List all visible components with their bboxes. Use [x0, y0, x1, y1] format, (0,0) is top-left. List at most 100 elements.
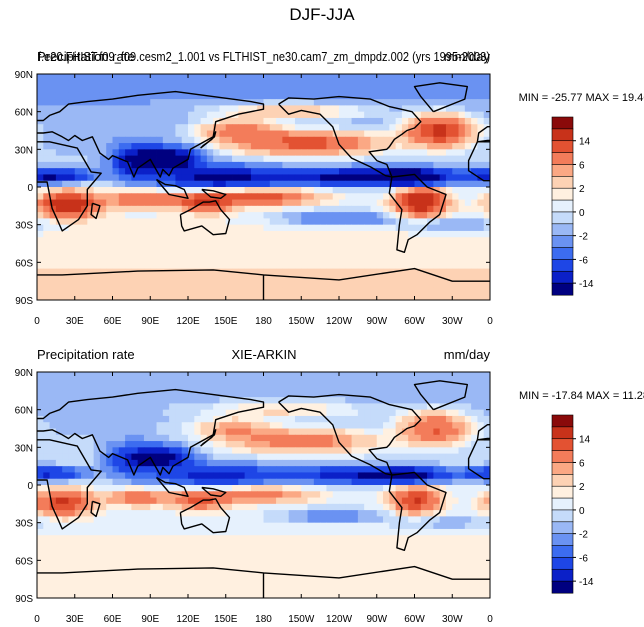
field-cell — [357, 485, 365, 492]
field-cell — [351, 268, 359, 276]
field-cell — [370, 466, 378, 473]
field-cell — [445, 243, 453, 251]
field-cell — [194, 560, 201, 568]
field-cell — [452, 174, 459, 182]
field-cell — [357, 478, 365, 486]
field-cell — [169, 516, 176, 524]
field-cell — [162, 281, 170, 288]
field-cell — [125, 274, 132, 282]
field-cell — [81, 130, 88, 138]
field-cell — [175, 485, 183, 492]
field-cell — [326, 262, 334, 270]
field-cell — [118, 161, 126, 169]
field-cell — [131, 287, 139, 295]
field-cell — [288, 249, 296, 257]
field-cell — [194, 256, 201, 263]
field-cell — [219, 124, 227, 131]
field-cell — [68, 237, 76, 244]
field-cell — [439, 212, 447, 219]
field-cell — [357, 80, 365, 87]
field-cell — [376, 485, 384, 492]
field-cell — [339, 472, 346, 480]
field-cell — [464, 397, 472, 404]
field-cell — [250, 503, 258, 511]
field-cell — [471, 168, 478, 175]
field-cell — [112, 218, 120, 226]
field-cell — [307, 510, 315, 517]
field-cell — [257, 547, 264, 555]
field-cell — [106, 485, 113, 492]
field-cell — [225, 161, 233, 169]
field-cell — [452, 161, 459, 169]
field-cell — [263, 560, 271, 568]
field-cell — [62, 86, 69, 94]
field-cell — [288, 447, 296, 455]
field-cell — [288, 566, 296, 574]
field-cell — [257, 478, 264, 486]
field-cell — [181, 541, 189, 549]
field-cell — [401, 554, 409, 561]
field-cell — [288, 199, 296, 207]
field-cell — [194, 384, 201, 392]
field-cell — [131, 485, 139, 492]
field-cell — [345, 422, 352, 429]
field-cell — [364, 397, 371, 404]
field-cell — [401, 503, 409, 511]
field-cell — [118, 212, 126, 219]
field-cell — [351, 510, 359, 517]
field-cell — [294, 105, 302, 113]
field-cell — [200, 237, 208, 244]
field-cell — [313, 409, 321, 417]
field-cell — [87, 243, 95, 251]
field-cell — [200, 168, 208, 175]
field-cell — [269, 466, 277, 473]
field-cell — [55, 287, 63, 295]
field-cell — [250, 155, 258, 163]
field-cell — [206, 516, 214, 524]
field-cell — [339, 491, 346, 498]
field-cell — [143, 149, 151, 157]
field-cell — [351, 522, 359, 530]
field-cell — [483, 168, 490, 175]
field-cell — [118, 390, 126, 398]
field-cell — [219, 547, 227, 555]
field-cell — [106, 130, 113, 138]
field-cell — [206, 497, 214, 505]
field-cell — [68, 243, 76, 251]
field-cell — [219, 99, 227, 106]
field-cell — [81, 124, 88, 131]
field-cell — [68, 262, 76, 270]
field-cell — [351, 256, 359, 263]
field-cell — [433, 256, 441, 263]
field-cell — [156, 155, 164, 163]
field-cell — [263, 466, 271, 473]
field-cell — [137, 212, 145, 219]
field-cell — [364, 243, 371, 251]
field-cell — [269, 281, 277, 288]
field-cell — [106, 441, 113, 448]
field-cell — [364, 560, 371, 568]
field-cell — [143, 554, 151, 561]
field-cell — [112, 249, 120, 257]
field-cell — [257, 453, 264, 461]
field-cell — [112, 397, 120, 404]
field-cell — [55, 168, 63, 175]
field-cell — [81, 547, 88, 555]
field-cell — [125, 528, 132, 536]
field-cell — [357, 547, 365, 555]
field-cell — [414, 155, 422, 163]
field-cell — [137, 535, 145, 542]
field-cell — [112, 111, 120, 119]
field-cell — [263, 293, 271, 300]
field-cell — [458, 262, 466, 270]
field-cell — [118, 174, 126, 182]
field-cell — [194, 390, 201, 398]
field-cell — [439, 287, 447, 295]
field-cell — [200, 105, 208, 113]
field-cell — [62, 510, 69, 517]
field-cell — [389, 187, 397, 194]
field-cell — [250, 249, 258, 257]
field-cell — [62, 74, 69, 81]
field-cell — [81, 287, 88, 295]
field-cell — [282, 136, 290, 144]
